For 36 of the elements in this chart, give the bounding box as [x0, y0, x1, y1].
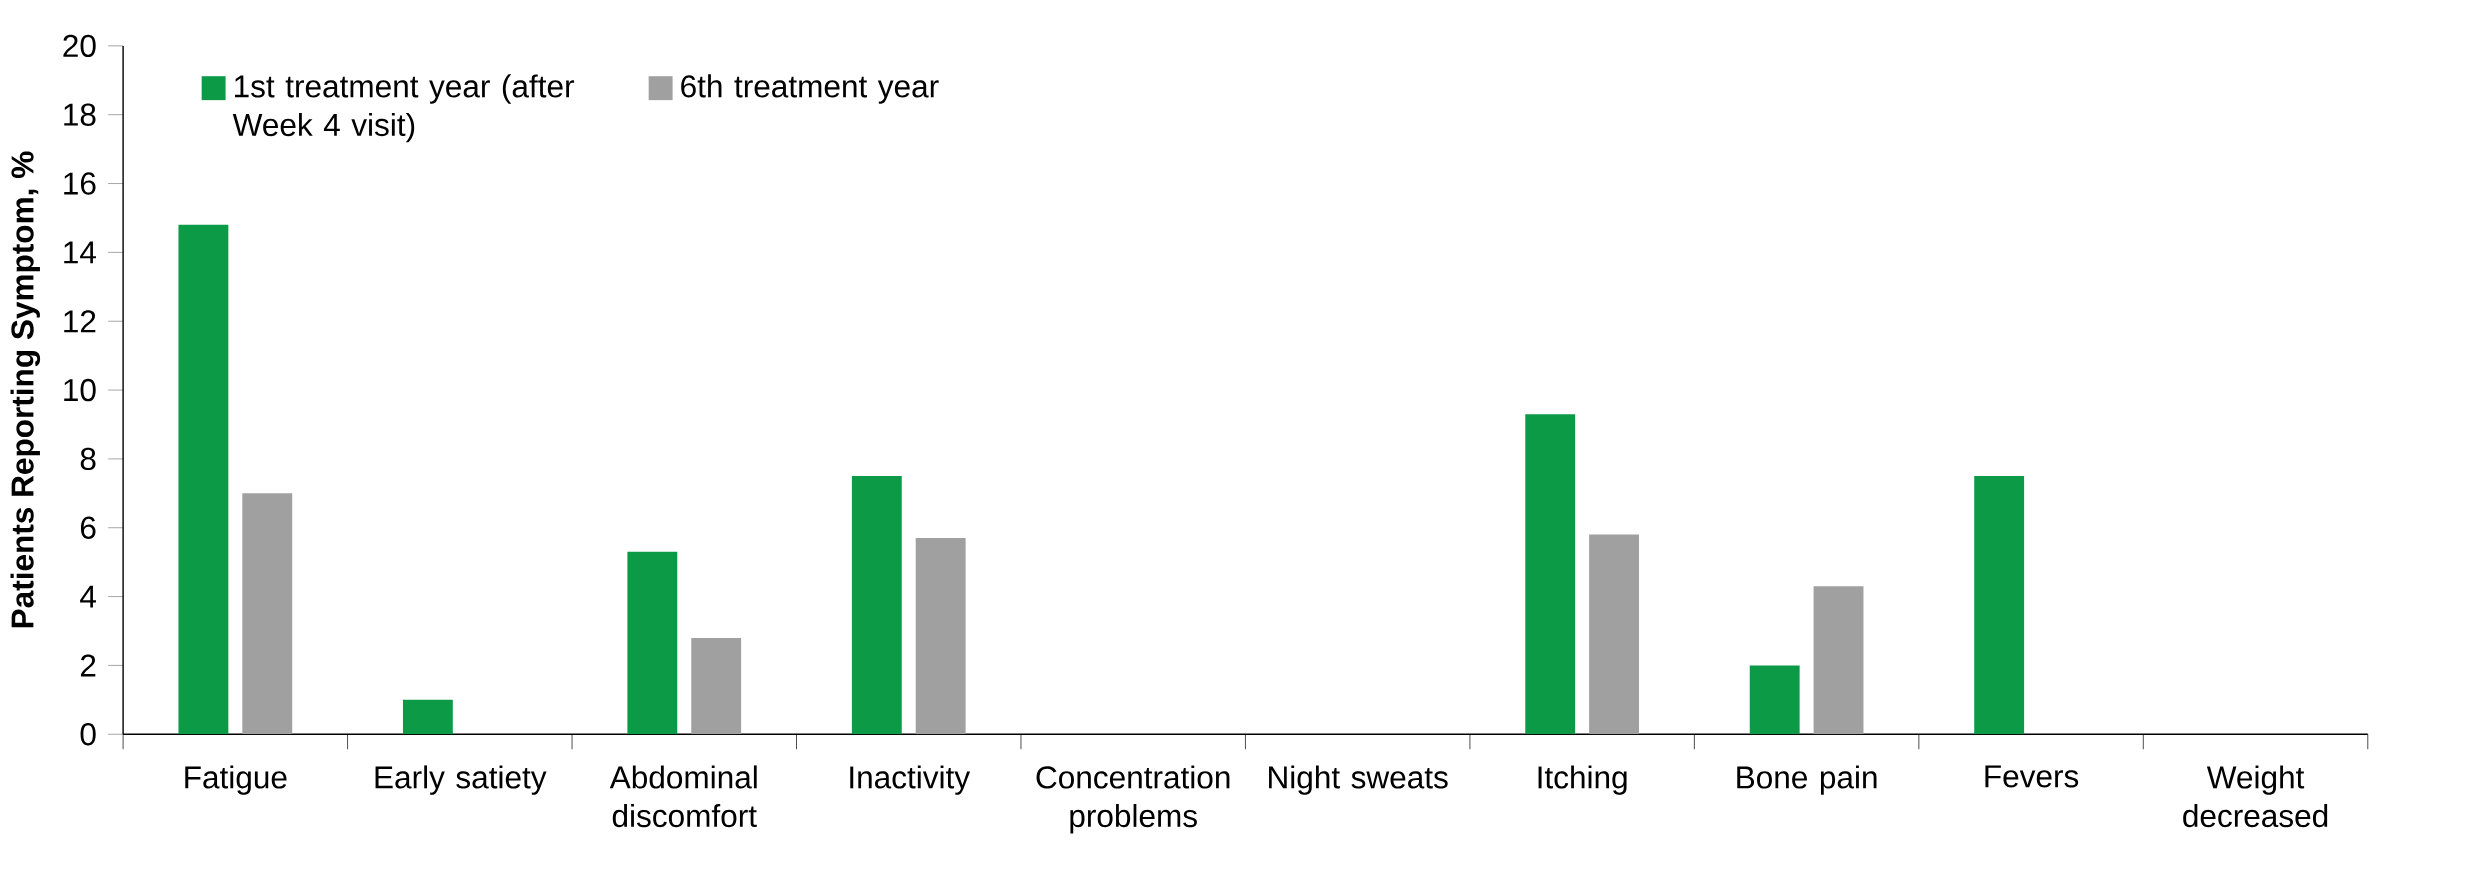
y-tick-label: 16	[64, 172, 96, 195]
y-tick-label: 18	[64, 103, 96, 126]
x-tick-label: Night sweats	[1269, 765, 1448, 795]
y-tick-label: 8	[80, 447, 96, 471]
x-tick-label: Inactivity	[850, 765, 971, 795]
x-tick-label: Fatigue	[185, 765, 287, 795]
y-tick-label: 20	[63, 34, 96, 58]
x-tick-label: Abdominal discomfort	[609, 765, 757, 828]
y-tick-label: 10	[64, 378, 96, 402]
legend-label: 6th treatment year	[681, 74, 939, 104]
x-tick-label: Concentration problems	[1036, 765, 1230, 834]
bar	[851, 476, 902, 735]
x-tick-label: Weight decreased	[2183, 765, 2328, 828]
bar	[1525, 414, 1576, 735]
y-tick-label: 4	[80, 585, 96, 608]
legend-label: 1st treatment year (after Week 4 visit)	[232, 74, 575, 143]
y-tick-label: 6	[80, 516, 96, 539]
x-tick-label: Itching	[1538, 765, 1627, 795]
bar	[1813, 586, 1864, 735]
bar	[402, 699, 453, 735]
y-tick-label: 12	[64, 310, 96, 333]
x-tick-label: Fevers	[1985, 765, 2079, 788]
bar	[178, 224, 229, 735]
bar	[1749, 665, 1800, 735]
bar	[627, 551, 678, 735]
y-axis-title: Patients Reporting Symptom, %	[10, 151, 41, 628]
y-tick-label: 2	[80, 654, 96, 677]
bar	[915, 538, 966, 735]
y-tick-label: 0	[80, 723, 96, 746]
bar	[1589, 534, 1640, 735]
bar	[691, 637, 742, 735]
bar	[242, 493, 293, 735]
y-tick-label: 14	[64, 241, 96, 264]
x-tick-label: Early satiety	[375, 765, 547, 795]
x-tick-label: Bone pain	[1737, 765, 1877, 795]
bar	[1974, 476, 2025, 735]
